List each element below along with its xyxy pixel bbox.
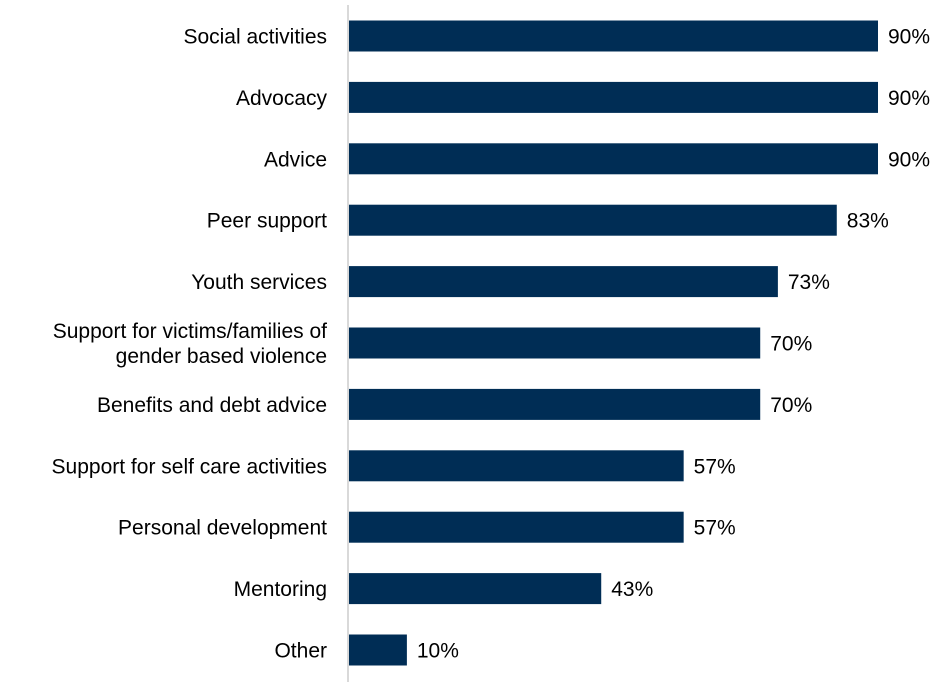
data-label: 70% (770, 333, 812, 356)
category-label: Mentoring (234, 578, 327, 601)
data-label: 83% (847, 210, 889, 233)
data-label: 57% (694, 455, 736, 478)
bar (348, 450, 684, 482)
category-label: Social activities (183, 26, 327, 49)
category-label: Benefits and debt advice (97, 394, 327, 417)
category-label: Support for victims/families of (53, 320, 327, 343)
category-label: Advice (264, 148, 327, 171)
bar (348, 266, 778, 298)
data-label: 70% (770, 394, 812, 417)
category-label: Advocacy (236, 87, 328, 110)
bar (348, 573, 602, 605)
category-label: Other (274, 640, 327, 663)
data-label: 43% (611, 578, 653, 601)
data-label: 57% (694, 517, 736, 540)
bar (348, 143, 878, 175)
data-label: 90% (888, 148, 930, 171)
bar (348, 81, 878, 113)
bar (348, 20, 878, 52)
category-label: Support for self care activities (52, 455, 327, 478)
category-label: Peer support (207, 210, 327, 233)
category-label: Personal development (118, 517, 327, 540)
bar (348, 634, 407, 666)
bar (348, 327, 761, 359)
category-label: gender based violence (116, 345, 327, 368)
bar (348, 204, 837, 236)
data-label: 73% (788, 271, 830, 294)
category-label: Youth services (191, 271, 327, 294)
data-label: 90% (888, 26, 930, 49)
bar (348, 511, 684, 543)
bar (348, 388, 761, 420)
data-label: 90% (888, 87, 930, 110)
data-label: 10% (417, 640, 459, 663)
